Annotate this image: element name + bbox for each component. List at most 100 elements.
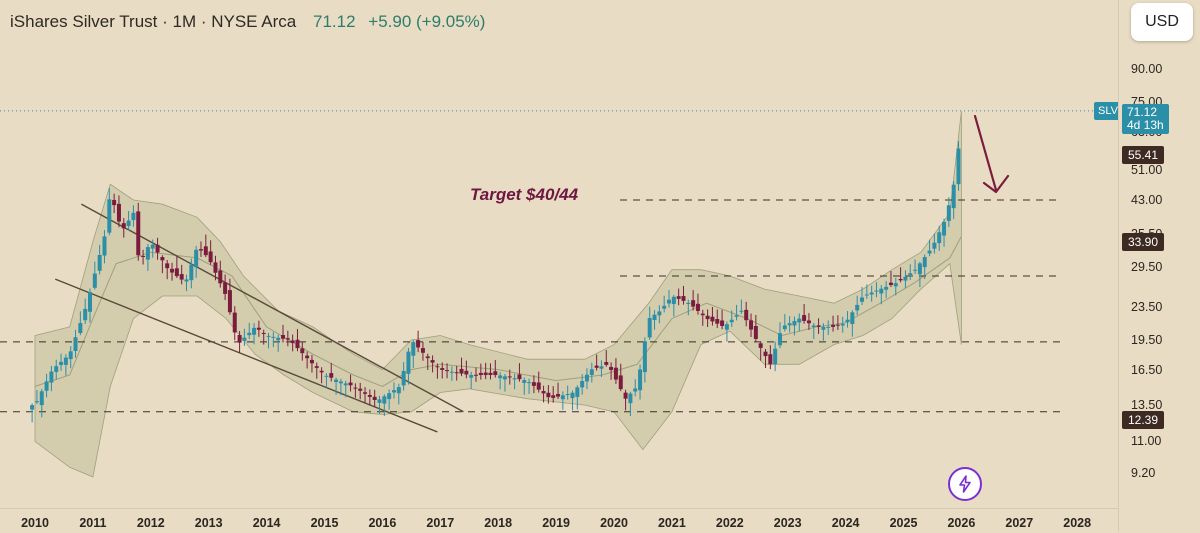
candle-body [387,393,392,400]
lightning-bolt-icon[interactable] [948,467,982,501]
candle-body [454,372,459,374]
time-tick-label: 2026 [947,516,976,530]
candle-body [194,249,199,268]
candle-body [797,318,802,323]
candle-body [88,292,93,312]
candle-body [213,262,218,273]
candle-body [604,362,609,365]
candle-body [705,315,710,320]
candle-body [39,391,44,406]
target-annotation: Target $40/44 [470,185,579,204]
candle-body [170,268,175,273]
candle-body [898,278,903,281]
candle-body [30,405,35,410]
candle-body [314,366,319,368]
candle-body [83,308,88,321]
price-axis[interactable]: USD 90.0075.0063.0051.0043.0035.5029.502… [1118,0,1200,532]
candle-body [237,334,242,343]
candle-body [68,351,73,360]
time-tick-label: 2019 [542,516,570,530]
candle-body [811,325,816,328]
candle-body [281,335,286,339]
candle-body [478,372,483,376]
candle-body [782,325,787,330]
price-chart[interactable] [0,0,1118,508]
time-axis[interactable]: 2010 2011 2012 2013 2014 2015 2016 2017 2018 2019… [0,508,1118,533]
candle-body [758,343,763,348]
candle-body [78,323,83,334]
candle-body [121,223,126,229]
candle-body [922,257,927,268]
candle-body [483,372,488,376]
candle-body [652,314,657,321]
candle-body [363,392,368,394]
candle-body [247,332,252,336]
candle-body [729,319,734,323]
candle-body [145,247,150,260]
candle-body [676,296,681,299]
candle-body [792,320,797,326]
candle-body [768,354,773,365]
candle-body [112,199,117,206]
candle-body [300,348,305,354]
candle-body [937,232,942,244]
candle-body [691,300,696,307]
candle-body [305,355,310,359]
candle-body [594,365,599,368]
candle-body [599,366,604,369]
price-tick-label: 13.50 [1131,398,1163,413]
candle-body [276,337,281,341]
candle-body [116,203,121,222]
candle-body [536,382,541,390]
candle-body [864,294,869,296]
candle-body [628,393,633,404]
candle-body [787,323,792,326]
candle-body [435,366,440,368]
candle-body [888,282,893,285]
candle-body [391,390,396,393]
candle-body [869,292,874,295]
time-tick-label: 2021 [657,516,686,530]
candle-body [338,381,343,384]
candle-body [507,376,512,378]
candle-body [913,269,918,271]
candle-body [695,303,700,311]
candle-body [174,268,179,277]
candle-body [575,387,580,397]
candle-body [242,337,247,341]
candle-body [580,381,585,388]
candle-body [401,370,406,386]
candle-body [584,374,589,382]
candle-body [329,373,334,378]
candle-body [97,254,102,271]
time-tick-label: 2022 [715,516,744,530]
candle-body [565,394,570,396]
price-tick-label: 19.50 [1131,333,1163,347]
candle-body [609,366,614,371]
time-tick-label: 2025 [889,516,918,530]
candle-body [879,288,884,294]
price-tick-label: 90.00 [1131,62,1163,77]
time-tick-label: 2020 [600,516,628,530]
candle-body [324,375,329,377]
candle-body [942,221,947,236]
candle-body [893,283,898,287]
candle-body [102,236,107,256]
price-tick-label: 51.00 [1131,162,1163,177]
candle-body [826,326,831,328]
candle-body [367,395,372,397]
candle-body [551,395,556,398]
time-tick-label: 2014 [252,516,281,530]
candle-body [382,396,387,404]
price-tick-label: 9.20 [1131,465,1156,480]
candle-body [671,296,676,305]
currency-button[interactable]: USD [1131,3,1193,41]
last-price-tag: 71.12 4d 13h [1122,104,1169,134]
chart-area[interactable]: iShares Silver Trust · 1M · NYSE Arca 71… [0,0,1122,533]
candle-body [874,290,879,292]
candle-body [570,392,575,399]
candle-body [531,382,536,386]
candle-body [840,323,845,326]
candle-body [493,371,498,376]
candle-body [155,244,160,253]
